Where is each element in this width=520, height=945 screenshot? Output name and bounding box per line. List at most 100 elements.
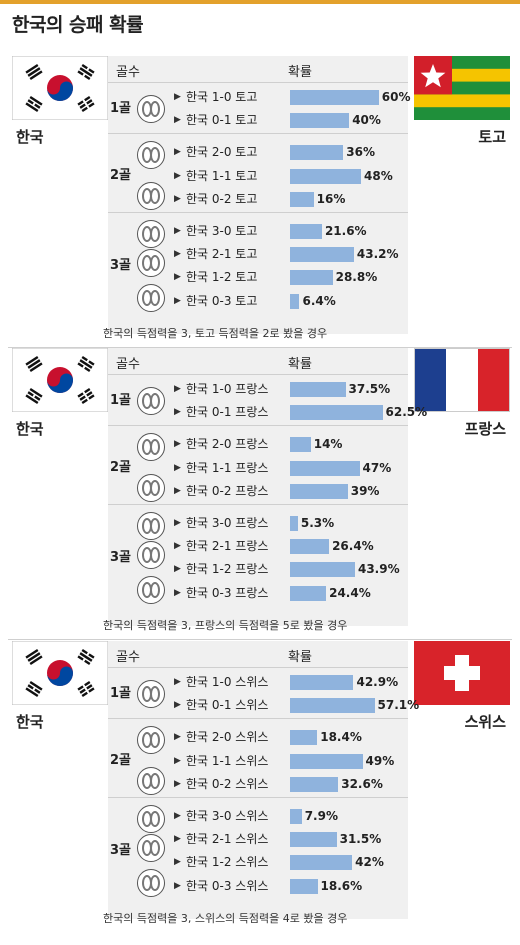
korea-flag-icon [12,56,108,120]
row-bullet-icon: ▶ [174,115,181,126]
score-label: 한국 2-0 프랑스 [186,437,269,452]
probability-bar [290,191,314,207]
ball-pattern [150,811,160,827]
probability-bar [290,483,348,499]
score-label: 한국 0-2 프랑스 [186,483,269,498]
home-team-name: 한국 [16,713,44,731]
score-label: 한국 1-1 프랑스 [186,460,269,475]
row-bullet-icon: ▶ [174,880,181,891]
soccer-ball-icon [137,95,165,124]
goal-count-label: 1골 [110,686,132,702]
ball-pattern [150,732,160,749]
goal-count-label: 2골 [110,753,132,769]
probability-value: 40% [352,113,381,128]
goal-count-label: 3골 [110,550,132,566]
probability-bar [290,437,311,453]
ball-pattern [150,581,160,598]
soccer-ball-icon [137,141,165,170]
opponent-team-name: 스위스 [464,713,506,731]
probability-value: 43.9% [357,562,400,577]
probability-value: 6.4% [302,293,336,308]
ball-pattern [150,772,160,789]
goal-count-label: 2골 [110,168,132,184]
probability-bar [290,293,300,309]
section-divider [8,638,512,640]
score-label: 한국 0-3 스위스 [186,878,269,893]
row-bullet-icon: ▶ [174,407,181,418]
row-bullet-icon: ▶ [174,272,181,283]
score-label: 한국 1-0 프랑스 [186,382,269,396]
probability-bar [290,776,339,792]
probability-value: 14% [313,437,343,452]
goal-count-label: 3골 [110,843,132,859]
row-bullet-icon: ▶ [174,541,181,552]
probability-value: 26.4% [332,539,374,554]
score-label: 한국 3-0 스위스 [186,809,269,823]
probability-value: 49% [365,753,395,768]
probability-bar [290,405,383,421]
row-bullet-icon: ▶ [174,834,181,845]
ball-pattern [150,547,160,564]
ball-pattern [150,226,160,242]
probability-bar [290,168,362,184]
soccer-ball-icon [137,512,165,540]
row-bullet-icon: ▶ [174,295,181,306]
goals-column-header: 골수 [116,65,140,80]
probability-value: 18.6% [320,878,363,893]
match-section: 골수 확률 한국 프랑스 ▶ 한국 1-0 프랑스 37.5% ▶ 한국 0-1 프랑스 62.5… [0,348,520,645]
probability-bar [290,832,337,848]
row-bullet-icon: ▶ [174,677,181,687]
page-title: 한국의 승패 확률 [12,14,144,36]
score-label: 한국 3-0 토고 [186,224,258,238]
home-team-name: 한국 [16,128,44,146]
probability-value: 21.6% [324,224,367,238]
score-label: 한국 1-1 토고 [186,168,258,183]
goal-count-label: 1골 [110,393,132,409]
probability-value: 39% [350,483,380,498]
probability-value: 42.9% [356,675,399,689]
score-label: 한국 0-3 프랑스 [186,585,269,600]
score-label: 한국 0-1 토고 [186,113,258,128]
row-bullet-icon: ▶ [174,92,181,102]
probability-value: 47% [362,460,392,475]
korea-flag-icon [12,348,108,412]
probability-bar [290,145,344,161]
score-label: 한국 1-2 토고 [186,270,258,285]
match-section: 골수 확률 한국 토고 ▶ 한국 1-0 토고 60% ▶ 한국 0-1 토고 40% 1골 ▶ 한국 … [0,56,520,353]
panel-header: 골수 확률 [108,56,408,83]
score-label: 한국 3-0 프랑스 [186,516,269,530]
match-section: 골수 확률 한국 스위스 ▶ 한국 1-0 스위스 42.9% ▶ 한국 0-1 스위스 57.1… [0,641,520,938]
ball-pattern [150,187,160,204]
probability-value: 57.1% [377,698,420,713]
probability-value: 31.5% [339,832,382,847]
footnote: 한국의 득점력을 3, 프랑스의 득점력을 5로 봤을 경우 [103,618,348,632]
soccer-ball-icon [137,726,165,755]
row-bullet-icon: ▶ [174,732,181,743]
probability-bar [290,730,318,746]
probability-value: 7.9% [304,809,338,823]
score-label: 한국 0-1 프랑스 [186,405,269,420]
score-label: 한국 1-0 스위스 [186,675,269,689]
probability-column-header: 확률 [288,650,312,665]
row-bullet-icon: ▶ [174,147,181,158]
probability-column-header: 확률 [288,357,312,372]
togo-flag-icon [414,56,510,120]
goal-count-label: 1골 [110,101,132,117]
france-flag-icon [414,348,510,412]
ball-pattern [150,874,160,891]
goals-column-header: 골수 [116,650,140,665]
score-label: 한국 0-2 토고 [186,191,258,206]
footnote: 한국의 득점력을 3, 토고 득점력을 2로 봤을 경우 [103,326,328,340]
panel-header: 골수 확률 [108,348,408,375]
ball-pattern [150,686,160,703]
soccer-ball-icon [137,181,165,210]
probability-bar [290,855,353,871]
row-bullet-icon: ▶ [174,778,181,789]
section-divider [8,346,512,348]
probability-bar [290,562,355,578]
score-label: 한국 2-1 프랑스 [186,539,269,554]
row-bullet-icon: ▶ [174,564,181,575]
probability-value: 62.5% [385,405,428,420]
soccer-ball-icon [137,805,165,833]
probability-value: 43.2% [356,247,399,262]
